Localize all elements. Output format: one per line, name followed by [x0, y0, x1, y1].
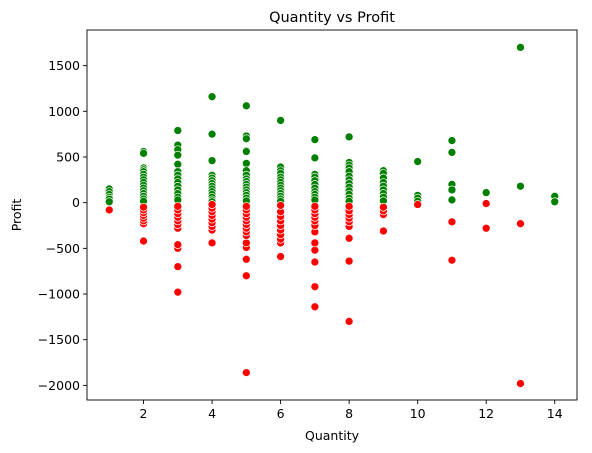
data-point: [447, 255, 457, 265]
x-axis-label: Quantity: [305, 428, 360, 443]
data-point: [276, 116, 285, 125]
data-point: [310, 238, 320, 248]
data-point: [310, 302, 320, 312]
data-point: [310, 135, 320, 144]
data-point: [413, 157, 423, 166]
data-point: [241, 238, 251, 248]
data-point: [447, 185, 457, 195]
data-point: [207, 156, 217, 165]
data-point: [241, 147, 251, 156]
y-tick-label: −500: [46, 241, 80, 256]
data-point: [104, 205, 114, 215]
x-tick-label: 8: [345, 406, 353, 421]
data-point: [379, 226, 388, 236]
data-point: [241, 271, 251, 281]
data-point: [207, 129, 217, 139]
data-point: [516, 43, 525, 52]
y-tick-label: 1500: [48, 58, 80, 73]
data-point: [516, 219, 525, 229]
data-point: [310, 245, 320, 255]
data-point: [447, 136, 457, 145]
data-point: [241, 254, 251, 264]
data-point: [139, 202, 148, 212]
data-point: [447, 195, 457, 205]
x-tick-label: 6: [277, 406, 285, 421]
x-tick-label: 10: [410, 406, 426, 421]
data-point: [481, 188, 491, 197]
data-point: [516, 181, 525, 191]
data-point: [344, 233, 354, 243]
x-tick-label: 2: [140, 406, 148, 421]
x-tick-label: 12: [478, 406, 494, 421]
data-point: [207, 200, 217, 209]
data-point: [207, 92, 217, 102]
data-point: [344, 317, 354, 326]
points-layer: [104, 43, 560, 388]
data-point: [344, 256, 354, 266]
chart-title: Quantity vs Profit: [269, 10, 395, 26]
y-tick-label: 1000: [48, 104, 80, 119]
data-point: [344, 201, 354, 211]
data-point: [447, 217, 457, 227]
data-point: [241, 159, 251, 168]
y-tick-label: 0: [72, 195, 80, 210]
data-point: [139, 148, 148, 158]
data-point: [173, 126, 183, 135]
data-point: [481, 199, 491, 208]
data-point: [139, 236, 148, 246]
data-point: [173, 262, 183, 271]
data-point: [276, 252, 285, 261]
data-point: [344, 132, 354, 142]
data-point: [481, 223, 491, 233]
data-point: [379, 202, 388, 212]
y-tick-label: 500: [56, 149, 80, 164]
data-point: [173, 287, 183, 297]
data-point: [173, 201, 183, 211]
y-tick-label: −1500: [38, 332, 80, 347]
data-point: [310, 282, 320, 292]
data-point: [310, 153, 320, 163]
data-point: [241, 134, 251, 144]
y-axis-label: Profit: [9, 199, 24, 232]
plot-frame: [86, 29, 578, 401]
data-point: [241, 101, 251, 111]
data-point: [207, 238, 217, 248]
x-tick-label: 4: [208, 406, 216, 421]
x-axis-ticks: 2 4 6 8 10 12 14: [140, 400, 563, 421]
data-point: [173, 159, 183, 169]
data-point: [241, 201, 251, 211]
y-tick-label: −1000: [38, 287, 80, 302]
data-point: [104, 197, 114, 207]
data-point: [413, 200, 423, 209]
data-point: [310, 201, 320, 211]
data-point: [173, 150, 183, 160]
data-point: [516, 379, 525, 388]
y-tick-label: −2000: [38, 378, 80, 393]
data-point: [276, 201, 285, 210]
data-point: [550, 197, 560, 207]
data-point: [310, 257, 320, 267]
data-point: [241, 368, 251, 377]
x-tick-label: 14: [547, 406, 563, 421]
data-point: [173, 240, 183, 250]
y-axis-ticks: −2000 −1500 −1000 −500 0 500 1000 1500: [38, 58, 87, 393]
data-point: [447, 148, 457, 157]
